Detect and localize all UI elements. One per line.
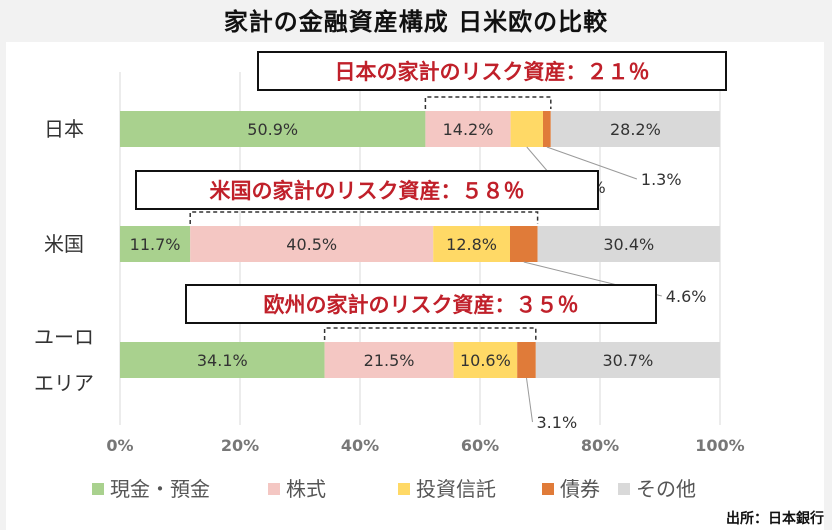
bar-segment — [550, 111, 720, 147]
source-label: 出所：日本銀行 — [726, 511, 824, 527]
category-label: エリア — [34, 371, 94, 395]
x-tick-label: 20% — [221, 436, 259, 455]
category-label: ユーロ — [34, 325, 94, 349]
legend-swatch — [618, 483, 630, 495]
bar-segment — [453, 342, 518, 378]
bar-segment — [324, 342, 454, 378]
legend-label: 債券 — [560, 477, 600, 501]
bar-segment — [535, 342, 720, 378]
data-label: 21.5% — [364, 351, 415, 370]
legend-swatch — [542, 483, 554, 495]
risk-annotation-text: 米国の家計のリスク資産：５８％ — [210, 179, 525, 203]
data-label: 28.2% — [610, 120, 661, 139]
bar-segment — [510, 226, 538, 262]
risk-bracket — [424, 96, 552, 109]
risk-annotation-box — [257, 51, 727, 91]
callout-leader — [546, 146, 638, 180]
data-label: 30.4% — [603, 235, 654, 254]
bar-segment — [517, 342, 536, 378]
risk-annotation-text: 欧州の家計のリスク資産：３５％ — [264, 293, 579, 317]
data-label: 10.6% — [460, 351, 511, 370]
bar-segment — [190, 226, 434, 262]
risk-annotation-text: 日本の家計のリスク資産：２１％ — [335, 60, 650, 84]
legend-label: その他 — [636, 477, 696, 501]
data-label: 34.1% — [197, 351, 248, 370]
data-label: 40.5% — [286, 235, 337, 254]
x-tick-label: 100% — [695, 436, 744, 455]
legend-swatch — [398, 483, 410, 495]
data-label: 3.1% — [537, 413, 578, 432]
legend-swatch — [92, 483, 104, 495]
data-label: 1.3% — [641, 170, 682, 189]
data-label: 50.9% — [247, 120, 298, 139]
x-tick-label: 80% — [581, 436, 619, 455]
category-label: 米国 — [44, 232, 84, 256]
bar-segment — [433, 226, 510, 262]
data-label: 12.8% — [446, 235, 497, 254]
bar-segment — [537, 226, 720, 262]
bar-segment — [120, 111, 426, 147]
data-label: 14.2% — [443, 120, 494, 139]
bar-segment — [120, 226, 191, 262]
category-label: 日本 — [44, 117, 84, 141]
risk-annotation-box — [135, 170, 599, 210]
risk-bracket — [323, 327, 537, 340]
x-tick-label: 60% — [461, 436, 499, 455]
legend-label: 投資信託 — [416, 477, 496, 501]
x-tick-label: 40% — [341, 436, 379, 455]
x-tick-label: 0% — [106, 436, 133, 455]
legend-swatch — [268, 483, 280, 495]
callout-leader — [526, 377, 533, 423]
data-label: 11.7% — [130, 235, 181, 254]
data-label: 30.7% — [602, 351, 653, 370]
data-label: 4.6% — [666, 287, 707, 306]
bar-segment — [543, 111, 551, 147]
bar-segment — [425, 111, 511, 147]
risk-bracket — [189, 211, 539, 224]
legend-label: 現金・預金 — [110, 477, 210, 501]
chart-title: 家計の金融資産構成 日米欧の比較 — [223, 8, 609, 36]
bar-segment — [510, 111, 543, 147]
legend-label: 株式 — [286, 477, 326, 501]
risk-annotation-box — [185, 284, 657, 324]
bar-segment — [120, 342, 325, 378]
